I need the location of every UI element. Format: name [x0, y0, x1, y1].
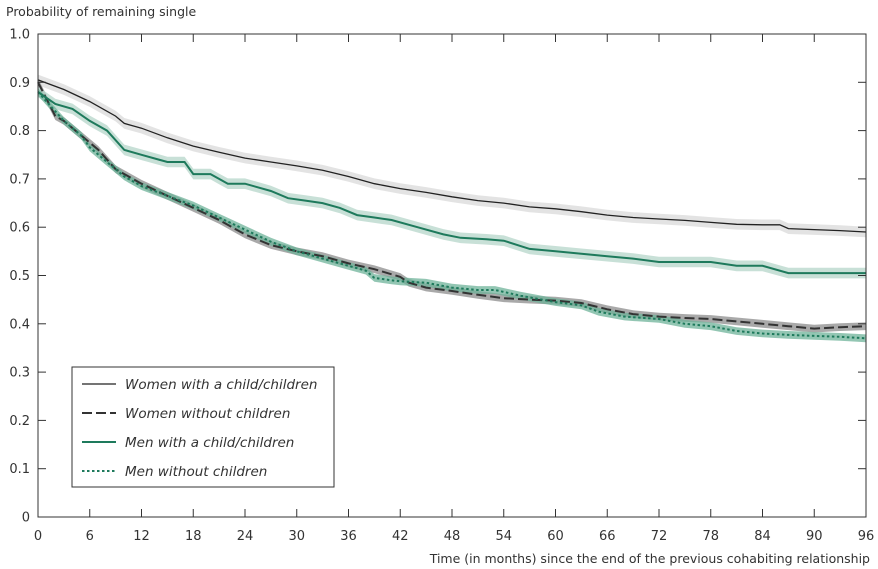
y-tick-label: 0.5 [9, 269, 30, 284]
legend: Women with a child/children Women without… [71, 366, 335, 488]
x-tick-label: 42 [392, 529, 409, 544]
x-tick-label: 30 [288, 529, 305, 544]
axis-ticks: 0 6 12 18 24 30 36 42 48 54 60 66 72 78 84 90 96 0 0.1 0.2 0… [9, 28, 874, 545]
y-tick-label: 0.8 [9, 124, 30, 139]
x-tick-label: 0 [34, 529, 42, 544]
y-tick-label: 0.2 [9, 414, 30, 429]
series-line-2 [37, 81, 867, 330]
confidence-band-3 [38, 86, 866, 279]
x-tick-label: 90 [806, 529, 823, 544]
confidence-band-4 [38, 88, 866, 343]
y-tick-label: 1.0 [9, 28, 30, 43]
y-tick-label: 0.3 [9, 366, 30, 381]
legend-box [71, 366, 335, 488]
series-line-3 [37, 91, 866, 275]
legend-label-3: Men with a child/children [125, 435, 294, 451]
confidence-band-1 [38, 74, 866, 238]
y-tick-label: 0 [22, 511, 30, 526]
x-tick-label: 24 [237, 529, 254, 544]
x-tick-label: 36 [340, 529, 357, 544]
confidence-band-2 [38, 78, 866, 333]
x-tick-label: 96 [858, 529, 875, 544]
y-tick-label: 0.9 [9, 76, 30, 91]
series-line-1 [37, 79, 867, 233]
x-tick-label: 72 [651, 529, 668, 544]
x-tick-label: 48 [444, 529, 461, 544]
y-tick-label: 0.4 [9, 317, 30, 332]
x-axis-title: Time (in months) since the end of the pr… [429, 551, 870, 566]
confidence-bands [38, 74, 866, 343]
y-tick-label: 0.7 [9, 172, 30, 187]
x-tick-label: 60 [547, 529, 564, 544]
series-line-4 [37, 91, 867, 340]
y-tick-label: 0.6 [9, 221, 30, 236]
x-tick-label: 54 [495, 529, 512, 544]
x-tick-label: 78 [702, 529, 719, 544]
y-axis-title: Probability of remaining single [6, 4, 196, 19]
y-tick-label: 0.1 [9, 462, 30, 477]
x-tick-label: 84 [754, 529, 771, 544]
legend-label-4: Men without children [125, 464, 267, 480]
series-lines [37, 79, 867, 340]
x-tick-label: 6 [86, 529, 94, 544]
legend-label-2: Women without children [125, 406, 290, 422]
legend-label-1: Women with a child/children [125, 377, 317, 393]
x-tick-label: 18 [185, 529, 202, 544]
x-tick-label: 66 [599, 529, 616, 544]
x-tick-label: 12 [133, 529, 150, 544]
